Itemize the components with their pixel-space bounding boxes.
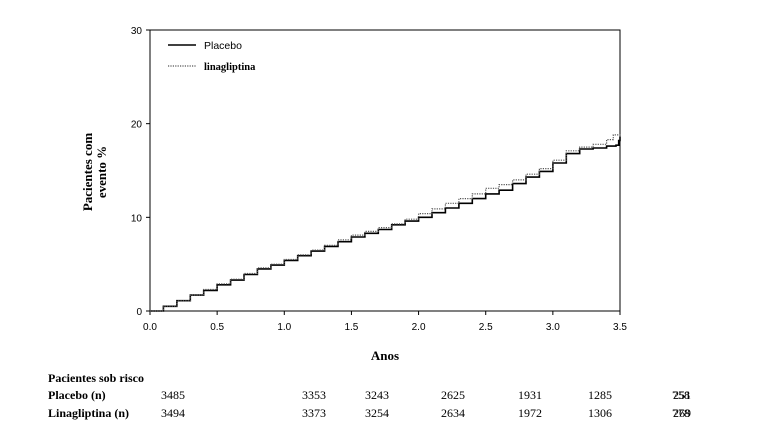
series-line-linagliptina: [150, 133, 621, 312]
y-tick-label: 20: [131, 120, 143, 131]
y-axis-title-line: evento %: [94, 146, 109, 198]
axes: 0.0 0.5 1.0 1.5 2.0 2.5 3.0 3.5 0 10 20 30: [131, 26, 628, 333]
x-tick-label: 0.0: [143, 322, 157, 333]
y-tick-label: 10: [131, 213, 143, 224]
x-tick-label: 1.0: [277, 322, 291, 333]
axis-titles: Anos Pacientes com evento %: [80, 133, 399, 363]
series-layer: [150, 133, 621, 312]
legend: Placebo linagliptina: [168, 40, 256, 73]
series-line-placebo: [150, 136, 621, 312]
x-tick-label: 3.0: [546, 322, 560, 333]
x-tick-label: 0.5: [210, 322, 224, 333]
x-tick-label: 3.5: [613, 322, 627, 333]
x-tick-label: 2.5: [479, 322, 493, 333]
plot-frame: [149, 29, 621, 312]
legend-label-linagliptina: linagliptina: [204, 62, 256, 73]
y-axis-title-line: Pacientes com: [80, 133, 95, 212]
x-tick-label: 1.5: [344, 322, 358, 333]
legend-label-placebo: Placebo: [204, 40, 242, 52]
x-axis-title: Anos: [371, 348, 399, 363]
y-tick-label: 0: [136, 307, 142, 318]
y-tick-label: 30: [131, 26, 143, 37]
y-axis-title: Pacientes com evento %: [80, 133, 109, 212]
x-tick-label: 2.0: [412, 322, 426, 333]
